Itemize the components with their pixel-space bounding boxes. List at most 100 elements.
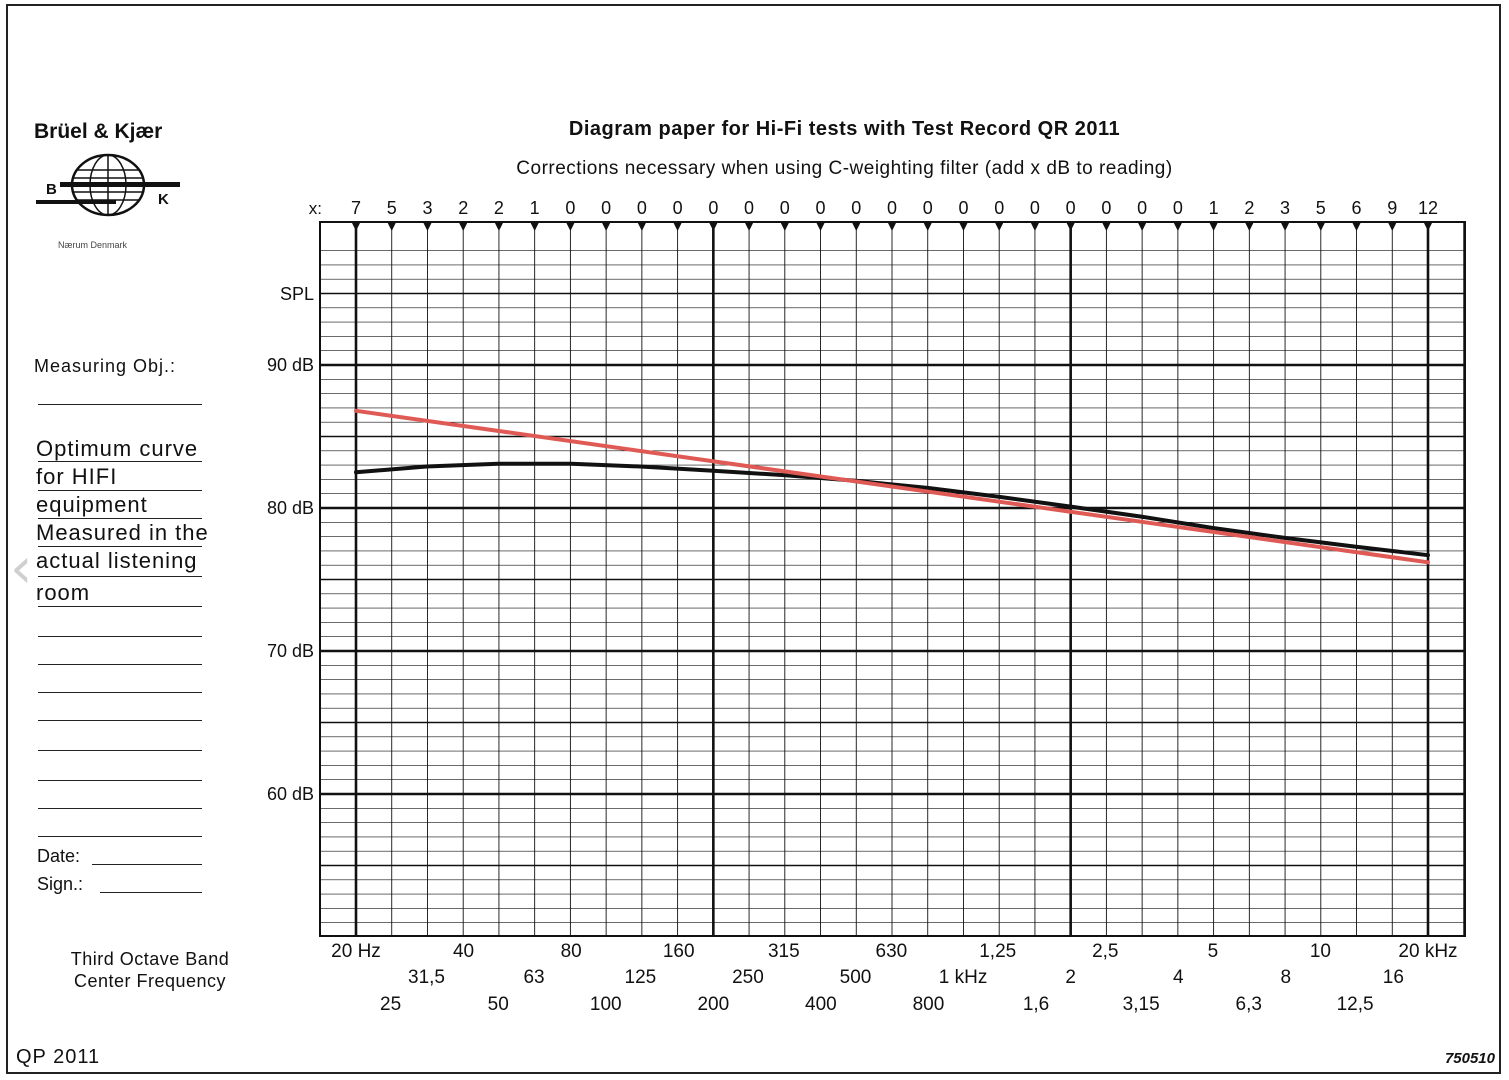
correction-value: 0	[1137, 198, 1147, 218]
correction-value: 1	[530, 198, 540, 218]
correction-marker	[352, 223, 360, 231]
correction-value: 0	[816, 198, 826, 218]
x-tick-label: 16	[1383, 967, 1404, 988]
correction-value: 5	[387, 198, 397, 218]
entry-line	[38, 836, 202, 837]
entry-line	[38, 546, 202, 547]
correction-value: 0	[744, 198, 754, 218]
x-tick-label: 20 kHz	[1398, 941, 1457, 962]
x-tick-label: 1,6	[1023, 994, 1049, 1015]
correction-marker	[1173, 223, 1182, 231]
sign-label: Sign.:	[37, 874, 84, 894]
correction-value: 0	[1030, 198, 1040, 218]
x-tick-label: 40	[453, 941, 474, 962]
x-tick-label: 800	[913, 994, 945, 1015]
correction-value: 9	[1387, 198, 1397, 218]
correction-value: 3	[1280, 198, 1290, 218]
correction-marker	[637, 223, 646, 231]
correction-value: 0	[708, 198, 718, 218]
correction-value: 0	[923, 198, 933, 218]
correction-marker	[566, 223, 575, 231]
y-tick-label: 90 dB	[267, 355, 314, 375]
note-line: room	[36, 580, 91, 605]
x-tick-label: 80	[561, 941, 582, 962]
correction-value: 0	[851, 198, 861, 218]
prev-page-button[interactable]: ‹	[10, 536, 32, 601]
correction-value: 0	[887, 198, 897, 218]
correction-value: 2	[1244, 198, 1254, 218]
y-tick-label: 70 dB	[267, 641, 314, 661]
correction-value: 3	[422, 198, 432, 218]
correction-marker	[923, 223, 932, 231]
correction-marker	[1209, 223, 1218, 231]
note-line: actual listening	[36, 548, 198, 573]
correction-marker	[1424, 223, 1432, 231]
correction-value: 0	[994, 198, 1004, 218]
brand-name: Brüel & Kjær	[34, 120, 163, 143]
band-label: Third Octave Band Center Frequency	[40, 948, 260, 992]
entry-line	[38, 606, 202, 607]
entry-line	[38, 808, 202, 809]
correction-marker	[530, 223, 539, 231]
x-tick-label: 8	[1281, 967, 1292, 988]
logo-letter-k: K	[158, 191, 169, 208]
correction-marker	[1102, 223, 1111, 231]
x-tick-label: 630	[876, 941, 908, 962]
correction-marker	[1352, 223, 1361, 231]
correction-value: 12	[1418, 198, 1438, 218]
correction-marker	[1245, 223, 1254, 231]
x-tick-label: 31,5	[408, 967, 445, 988]
x-tick-label: 100	[590, 994, 622, 1015]
correction-value: 0	[958, 198, 968, 218]
correction-marker	[387, 223, 396, 231]
correction-value: 0	[637, 198, 647, 218]
entry-line	[38, 720, 202, 721]
correction-marker	[959, 223, 968, 231]
measuring-object-label: Measuring Obj.:	[34, 356, 177, 376]
x-tick-label: 125	[625, 967, 657, 988]
x-tick-label: 3,15	[1123, 994, 1160, 1015]
correction-value: 6	[1352, 198, 1362, 218]
note-line: Optimum curve	[36, 436, 199, 461]
note-line: for HIFI	[36, 464, 118, 489]
x-tick-label: 2,5	[1092, 941, 1118, 962]
correction-value: 2	[458, 198, 468, 218]
x-tick-label: 4	[1173, 967, 1184, 988]
date-line	[92, 864, 202, 865]
correction-marker	[1030, 223, 1039, 231]
entry-line	[38, 692, 202, 693]
x-tick-label: 5	[1208, 941, 1219, 962]
x-tick-label: 200	[697, 994, 729, 1015]
sign-line	[100, 892, 202, 893]
correction-marker	[745, 223, 754, 231]
correction-marker	[816, 223, 825, 231]
entry-line	[38, 576, 202, 577]
correction-value: 0	[1066, 198, 1076, 218]
correction-marker	[995, 223, 1004, 231]
x-tick-label: 315	[768, 941, 800, 962]
page-frame	[6, 4, 1501, 1074]
date-label: Date:	[37, 846, 81, 866]
x-tick-label: 1 kHz	[939, 967, 988, 988]
correction-value: 0	[1101, 198, 1111, 218]
correction-marker	[673, 223, 682, 231]
y-tick-label: 60 dB	[267, 784, 314, 804]
correction-marker	[1066, 223, 1075, 231]
entry-line	[38, 664, 202, 665]
entry-line	[38, 461, 202, 462]
x-tick-label: 500	[840, 967, 872, 988]
correction-marker	[1138, 223, 1147, 231]
page-title: Diagram paper for Hi-Fi tests with Test …	[568, 118, 1121, 140]
correction-value: 0	[673, 198, 683, 218]
correction-value: 0	[1173, 198, 1183, 218]
print-code: 750510	[1444, 1050, 1495, 1067]
note-line: equipment	[36, 492, 148, 517]
band-label-line: Third Octave Band	[70, 949, 230, 969]
correction-marker	[852, 223, 861, 231]
entry-line	[38, 404, 202, 405]
correction-marker	[1316, 223, 1325, 231]
x-tick-label: 63	[523, 967, 544, 988]
globe-logo-icon: B K	[36, 153, 180, 217]
correction-value: 2	[494, 198, 504, 218]
correction-value: 7	[351, 198, 361, 218]
